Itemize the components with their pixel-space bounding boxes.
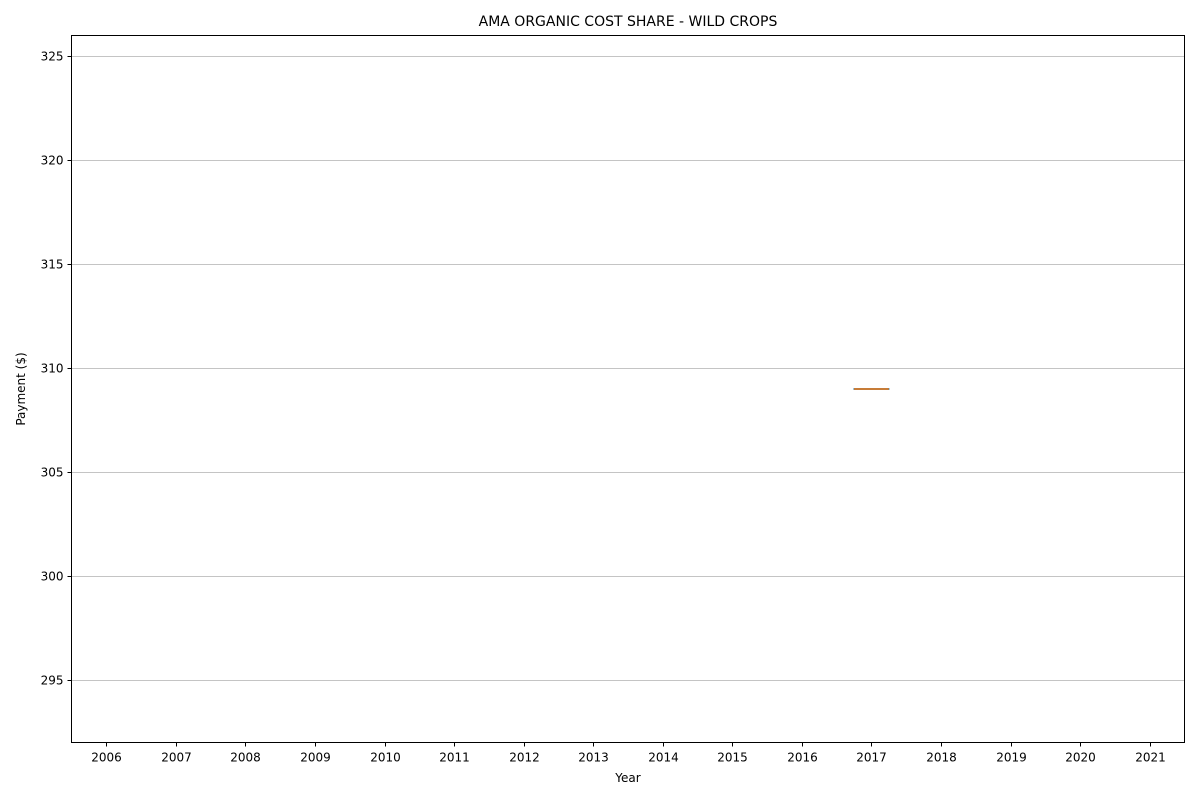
- x-tick-label: 2011: [439, 751, 470, 765]
- y-tick-label: 320: [41, 154, 64, 168]
- x-tick-label: 2021: [1135, 751, 1166, 765]
- y-tick-label: 325: [41, 50, 64, 64]
- x-tick-label: 2008: [230, 751, 261, 765]
- x-axis-label: Year: [614, 771, 640, 785]
- chart-title: AMA ORGANIC COST SHARE - WILD CROPS: [479, 14, 778, 30]
- plot-frame: [71, 35, 1185, 743]
- grid-lines: [71, 56, 1185, 681]
- y-tick-label: 300: [41, 570, 64, 584]
- y-axis-label: Payment ($): [14, 352, 28, 425]
- y-tick-label: 315: [41, 258, 64, 272]
- x-tick-label: 2007: [161, 751, 192, 765]
- box-2017: [853, 388, 890, 390]
- x-tick-label: 2009: [300, 751, 331, 765]
- x-tick-label: 2016: [787, 751, 818, 765]
- y-axis-ticks: 295 300 305 310 315 320 325: [41, 50, 72, 688]
- x-tick-label: 2014: [648, 751, 679, 765]
- x-tick-label: 2015: [717, 751, 748, 765]
- x-tick-label: 2020: [1065, 751, 1096, 765]
- x-axis-ticks: 2006 2007 2008 2009 2010 2011 2012 2013 2014 2015…: [91, 742, 1166, 765]
- x-tick-label: 2017: [856, 751, 887, 765]
- x-tick-label: 2018: [926, 751, 957, 765]
- y-tick-label: 305: [41, 466, 64, 480]
- y-tick-label: 310: [41, 362, 64, 376]
- x-tick-label: 2012: [509, 751, 540, 765]
- y-tick-label: 295: [41, 674, 64, 688]
- x-tick-label: 2019: [996, 751, 1027, 765]
- x-tick-label: 2006: [91, 751, 122, 765]
- x-tick-label: 2010: [370, 751, 401, 765]
- box-series: [853, 388, 890, 390]
- x-tick-label: 2013: [578, 751, 609, 765]
